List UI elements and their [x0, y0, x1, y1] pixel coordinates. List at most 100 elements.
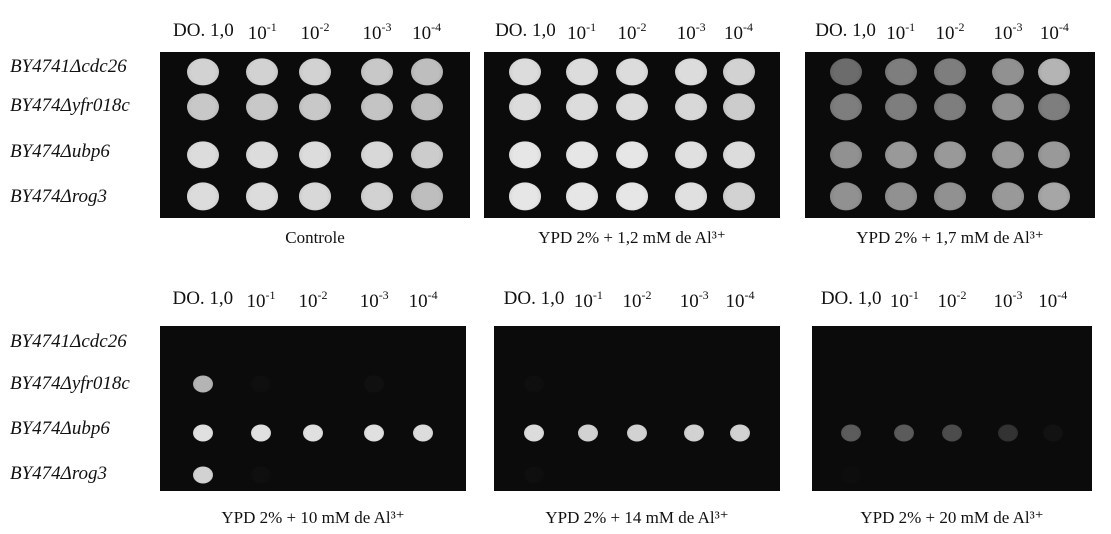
colony-spot: [616, 183, 648, 210]
colony-spot: [187, 183, 219, 210]
dilution-base: 10: [936, 23, 955, 44]
colony-spot: [934, 183, 966, 210]
dilution-label: 10-3: [994, 288, 1023, 313]
colony-spot: [361, 93, 393, 120]
colony-spot: [942, 425, 962, 442]
dilution-exponent: -2: [320, 20, 330, 34]
dilution-base: 10: [890, 291, 909, 312]
colony-spot: [1038, 183, 1070, 210]
strain-label: BY474Δyfr018c: [10, 373, 130, 395]
dilution-exponent: -4: [431, 20, 441, 34]
colony-spot: [361, 183, 393, 210]
dilution-label: 10-4: [409, 288, 438, 313]
colony-spot: [723, 183, 755, 210]
panel-caption: YPD 2% + 20 mM de Al³⁺: [860, 508, 1043, 528]
colony-spot: [566, 141, 598, 168]
colony-spot: [364, 425, 384, 442]
colony-spot: [992, 93, 1024, 120]
colony-spot: [992, 58, 1024, 85]
plate: [160, 52, 470, 218]
dilution-base: 10: [725, 291, 744, 312]
colony-spot: [616, 93, 648, 120]
colony-spot: [361, 141, 393, 168]
plate: [484, 52, 780, 218]
plate: [805, 52, 1095, 218]
colony-spot: [894, 425, 914, 442]
dilution-label: 10-3: [363, 20, 392, 45]
colony-spot: [578, 425, 598, 442]
colony-spot: [830, 93, 862, 120]
dilution-label: 10-2: [299, 288, 328, 313]
dilution-label: 10-3: [677, 20, 706, 45]
colony-spot: [730, 425, 750, 442]
dilution-exponent: -3: [382, 20, 392, 34]
colony-spot: [361, 58, 393, 85]
colony-spot: [992, 141, 1024, 168]
colony-spot: [841, 466, 861, 483]
dilution-exponent: -2: [637, 20, 647, 34]
colony-spot: [723, 58, 755, 85]
dilution-base: 10: [301, 23, 320, 44]
dilution-label: 10-1: [246, 288, 275, 313]
dilution-label: DO. 1,0: [173, 20, 234, 42]
dilution-label: 10-4: [1040, 20, 1069, 45]
colony-spot: [675, 93, 707, 120]
colony-spot: [723, 93, 755, 120]
dilution-exponent: -3: [1013, 20, 1023, 34]
colony-spot: [299, 183, 331, 210]
colony-spot: [193, 425, 213, 442]
dilution-exponent: -2: [318, 288, 328, 302]
dilution-label: 10-2: [618, 20, 647, 45]
dilution-label: DO. 1,0: [821, 288, 882, 310]
dilution-exponent: -1: [586, 20, 596, 34]
colony-spot: [299, 93, 331, 120]
dilution-base: 10: [680, 291, 699, 312]
colony-spot: [509, 93, 541, 120]
colony-spot: [1043, 425, 1063, 442]
colony-spot: [830, 58, 862, 85]
plate: [494, 326, 780, 491]
dilution-base: 10: [360, 291, 379, 312]
colony-spot: [885, 183, 917, 210]
dilution-base: 10: [248, 23, 267, 44]
dilution-base: 10: [363, 23, 382, 44]
colony-spot: [524, 425, 544, 442]
strain-label: BY4741Δcdc26: [10, 56, 127, 78]
dilution-base: 10: [994, 291, 1013, 312]
colony-spot: [885, 58, 917, 85]
colony-spot: [1038, 93, 1070, 120]
dilution-exponent: -2: [955, 20, 965, 34]
dilution-base: 10: [623, 291, 642, 312]
colony-spot: [509, 141, 541, 168]
dilution-base: 10: [567, 23, 586, 44]
colony-spot: [934, 58, 966, 85]
dilution-label: 10-1: [890, 288, 919, 313]
panel-caption: YPD 2% + 1,7 mM de Al³⁺: [856, 228, 1044, 248]
colony-spot: [509, 183, 541, 210]
colony-spot: [934, 93, 966, 120]
colony-spot: [566, 58, 598, 85]
dilution-label: DO. 1,0: [504, 288, 565, 310]
dilution-base: 10: [412, 23, 431, 44]
dilution-base: 10: [994, 23, 1013, 44]
colony-spot: [566, 93, 598, 120]
colony-spot: [303, 425, 323, 442]
panel-caption: YPD 2% + 14 mM de Al³⁺: [545, 508, 728, 528]
colony-spot: [675, 183, 707, 210]
colony-spot: [411, 93, 443, 120]
dilution-label: 10-2: [936, 20, 965, 45]
strain-label: BY474Δubp6: [10, 141, 110, 163]
dilution-base: 10: [574, 291, 593, 312]
plate: [812, 326, 1092, 491]
colony-spot: [684, 425, 704, 442]
colony-spot: [616, 58, 648, 85]
dilution-base: 10: [1038, 291, 1057, 312]
colony-spot: [627, 425, 647, 442]
colony-spot: [616, 141, 648, 168]
dilution-exponent: -1: [267, 20, 277, 34]
dilution-exponent: -4: [428, 288, 438, 302]
colony-spot: [1038, 141, 1070, 168]
colony-spot: [246, 141, 278, 168]
panel-caption: YPD 2% + 10 mM de Al³⁺: [221, 508, 404, 528]
dilution-base: 10: [299, 291, 318, 312]
